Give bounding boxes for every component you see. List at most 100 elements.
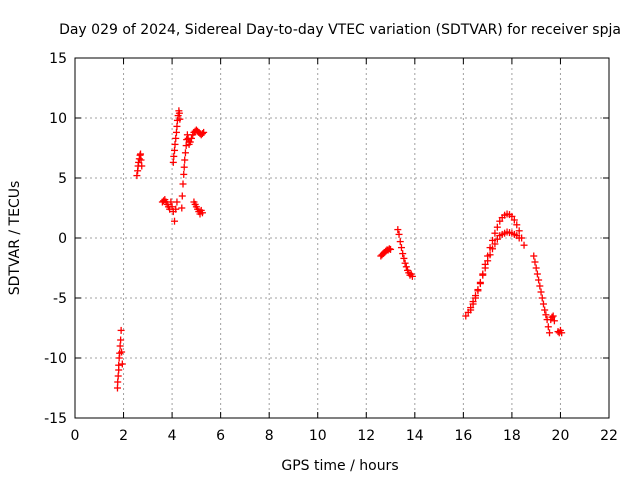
data-point (175, 109, 183, 117)
data-point (510, 216, 518, 224)
data-point (171, 140, 179, 148)
data-point (558, 329, 566, 337)
data-point (172, 128, 180, 136)
data-point (138, 162, 146, 170)
data-point (546, 329, 554, 337)
data-point (541, 306, 549, 314)
data-point (474, 287, 482, 295)
data-point (544, 323, 552, 331)
data-point (484, 252, 492, 260)
x-axis: 0 2 4 6 8 10 12 14 16 18 20 22 (71, 58, 618, 444)
data-point (532, 264, 540, 272)
data-point (114, 372, 122, 380)
data-point (181, 156, 189, 164)
data-point (172, 134, 180, 142)
data-point (397, 244, 405, 252)
data-point (402, 263, 410, 271)
data-point (530, 252, 538, 260)
x-tick-label: 2 (119, 428, 128, 444)
data-point (488, 236, 496, 244)
data-point (399, 250, 407, 258)
data-point (491, 229, 499, 237)
data-point (508, 212, 516, 220)
x-tick-label: 12 (357, 428, 375, 444)
data-point (515, 227, 523, 235)
x-tick-label: 6 (216, 428, 225, 444)
y-tick-label: -15 (44, 411, 67, 427)
data-point (198, 130, 206, 138)
data-point (171, 146, 179, 154)
data-points (113, 107, 566, 392)
data-point (118, 348, 126, 356)
data-point (117, 336, 125, 344)
data-point (178, 204, 186, 212)
data-point (538, 294, 546, 302)
y-axis: -15 -10 -5 0 5 10 15 (44, 51, 609, 427)
x-tick-label: 0 (71, 428, 80, 444)
data-point (548, 313, 556, 321)
data-point (401, 259, 409, 267)
data-point (186, 138, 194, 146)
data-point (113, 384, 121, 392)
data-point (135, 155, 143, 163)
data-point (513, 221, 521, 229)
data-point (387, 245, 395, 253)
x-tick-label: 16 (454, 428, 472, 444)
data-point (520, 241, 528, 249)
y-tick-label: 0 (58, 231, 67, 247)
data-point (180, 170, 188, 178)
data-point (462, 312, 470, 320)
data-point (539, 300, 547, 308)
x-tick-label: 10 (309, 428, 327, 444)
data-point (181, 149, 189, 157)
data-point (116, 342, 124, 350)
data-point (179, 180, 187, 188)
data-point (479, 270, 487, 278)
data-point (168, 203, 176, 211)
data-point (394, 226, 402, 234)
x-tick-label: 20 (552, 428, 570, 444)
data-point (118, 360, 126, 368)
data-point (198, 209, 206, 217)
data-point (549, 312, 557, 320)
data-point (167, 198, 175, 206)
x-tick-label: 14 (406, 428, 424, 444)
data-point (200, 128, 208, 136)
data-point (169, 158, 177, 166)
data-point (531, 258, 539, 266)
data-point (188, 134, 196, 142)
data-point (493, 223, 501, 231)
y-tick-label: -10 (44, 351, 67, 367)
data-point (537, 288, 545, 296)
data-point (536, 282, 544, 290)
data-point (173, 122, 181, 130)
data-point (117, 326, 125, 334)
y-axis-label: SDTVAR / TECUs (7, 181, 23, 296)
data-point (550, 317, 558, 325)
chart-title: Day 029 of 2024, Sidereal Day-to-day VTE… (59, 22, 621, 38)
y-tick-label: 15 (49, 51, 67, 67)
data-point (137, 150, 145, 158)
data-point (395, 230, 403, 238)
data-point (180, 163, 188, 171)
y-tick-label: 10 (49, 111, 67, 127)
data-point (171, 217, 179, 225)
data-point (535, 276, 543, 284)
x-tick-label: 8 (265, 428, 274, 444)
x-tick-label: 4 (168, 428, 177, 444)
grid-lines (75, 58, 609, 418)
data-point (170, 152, 178, 160)
data-point (493, 235, 501, 243)
data-point (137, 156, 145, 164)
x-tick-label: 22 (600, 428, 618, 444)
x-tick-label: 18 (503, 428, 521, 444)
data-point (178, 192, 186, 200)
data-point (115, 361, 123, 369)
data-point (518, 234, 526, 242)
data-point (472, 294, 479, 302)
data-point (481, 260, 489, 268)
x-axis-label: GPS time / hours (281, 458, 398, 474)
data-point (496, 217, 504, 225)
data-point (408, 272, 416, 280)
